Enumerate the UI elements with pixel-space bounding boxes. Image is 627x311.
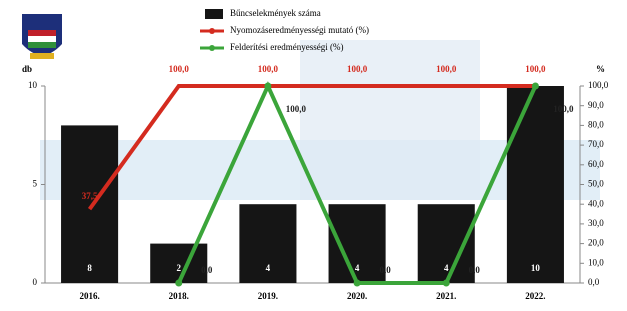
bar-label: 4 xyxy=(266,263,271,273)
marker xyxy=(532,83,539,90)
data-label: 100,0 xyxy=(525,64,546,74)
data-label: 100,0 xyxy=(553,104,574,114)
marker xyxy=(175,280,182,287)
data-label: 100,0 xyxy=(347,64,368,74)
x-tick-label: 2016. xyxy=(79,291,99,301)
y2-axis-label: % xyxy=(596,64,605,74)
y-axis-label: db xyxy=(22,64,32,74)
y2-tick-label: 90,0 xyxy=(588,100,604,110)
y2-tick-label: 40,0 xyxy=(588,198,604,208)
marker xyxy=(443,280,450,287)
y-tick-label: 0 xyxy=(33,277,38,287)
data-label: 37,5 xyxy=(82,191,98,201)
x-tick-label: 2019. xyxy=(258,291,278,301)
x-tick-label: 2022. xyxy=(525,291,545,301)
bar-label: 10 xyxy=(531,263,541,273)
y2-tick-label: 10,0 xyxy=(588,257,604,267)
x-tick-label: 2021. xyxy=(436,291,456,301)
legend-label: Felderítési eredményességi (%) xyxy=(230,42,343,52)
bar-label: 8 xyxy=(87,263,92,273)
data-label: 100,0 xyxy=(258,64,279,74)
y2-tick-label: 80,0 xyxy=(588,119,604,129)
data-label: 0,0 xyxy=(379,265,391,275)
bar-label: 4 xyxy=(355,263,360,273)
y2-tick-label: 50,0 xyxy=(588,179,604,189)
data-label: 100,0 xyxy=(436,64,457,74)
bar xyxy=(507,86,564,283)
data-label: 100,0 xyxy=(286,104,307,114)
bar-label: 2 xyxy=(177,263,182,273)
x-tick-label: 2020. xyxy=(347,291,367,301)
chart: db % 05100,010,020,030,040,050,060,070,0… xyxy=(0,0,627,311)
logo xyxy=(22,14,62,59)
y-tick-label: 5 xyxy=(33,179,38,189)
y2-tick-label: 30,0 xyxy=(588,218,604,228)
y2-tick-label: 70,0 xyxy=(588,139,604,149)
legend-marker xyxy=(209,45,215,51)
data-label: 100,0 xyxy=(169,64,190,74)
y2-tick-label: 100,0 xyxy=(588,80,609,90)
legend-swatch xyxy=(205,9,223,19)
y2-tick-label: 60,0 xyxy=(588,159,604,169)
marker xyxy=(354,280,361,287)
data-label: 0,0 xyxy=(469,265,481,275)
data-label: 0,0 xyxy=(201,265,213,275)
marker xyxy=(264,83,271,90)
bar-label: 4 xyxy=(444,263,449,273)
legend-label: Bűncselekmények száma xyxy=(230,8,321,18)
legend-label: Nyomozáseredményességi mutató (%) xyxy=(230,25,369,35)
y-tick-label: 10 xyxy=(28,80,38,90)
bar xyxy=(61,125,118,283)
legend-marker xyxy=(209,28,215,34)
y2-tick-label: 20,0 xyxy=(588,238,604,248)
y2-tick-label: 0,0 xyxy=(588,277,600,287)
x-tick-label: 2018. xyxy=(169,291,189,301)
